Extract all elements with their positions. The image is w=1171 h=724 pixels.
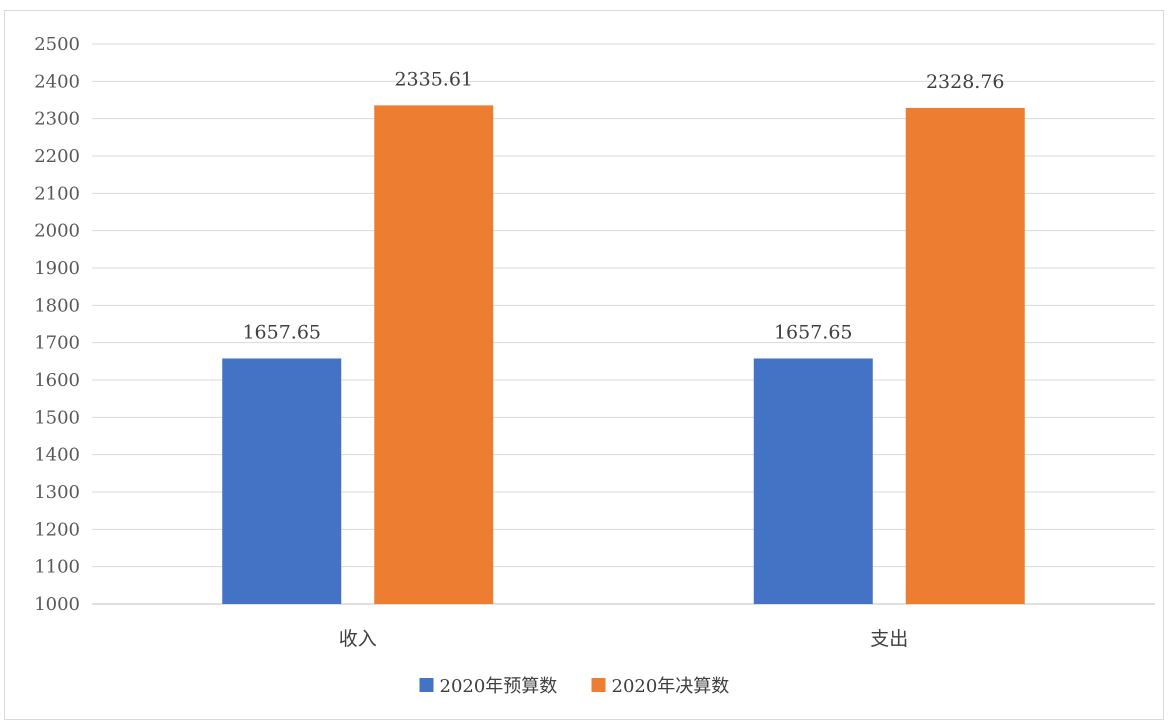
data-label: 2335.61 xyxy=(394,68,473,90)
bar-final-0 xyxy=(374,105,494,605)
bar-final-1 xyxy=(905,107,1025,605)
y-tick-label: 2200 xyxy=(34,146,80,167)
y-tick-label: 1400 xyxy=(34,445,80,466)
y-tick-label: 1100 xyxy=(34,557,80,578)
y-tick-label: 1600 xyxy=(34,370,80,391)
y-axis-tick-labels: 1000 1100 1200 1300 1400 1500 1600 1700 1800 1900… xyxy=(34,34,80,615)
y-tick-label: 2100 xyxy=(34,183,80,204)
y-tick-label: 1200 xyxy=(34,519,80,540)
y-tick-label: 1500 xyxy=(34,407,80,428)
y-tick-label: 2000 xyxy=(34,221,80,242)
legend-label: 2020年预算数 xyxy=(440,676,558,697)
data-labels: 1657.65 2335.61 1657.65 2328.76 xyxy=(242,68,1004,343)
y-tick-label: 1900 xyxy=(34,258,80,279)
legend-label: 2020年决算数 xyxy=(612,676,730,697)
y-tick-label: 2400 xyxy=(34,71,80,92)
legend-swatch xyxy=(419,678,434,692)
legend: 2020年预算数 2020年决算数 xyxy=(419,676,730,697)
bars xyxy=(222,105,1025,605)
x-category-label: 支出 xyxy=(870,628,908,650)
data-label: 1657.65 xyxy=(242,321,321,343)
legend-swatch xyxy=(591,678,606,692)
y-tick-label: 1000 xyxy=(34,594,80,615)
y-tick-label: 2300 xyxy=(34,109,80,130)
y-tick-label: 2500 xyxy=(34,34,80,55)
data-label: 2328.76 xyxy=(926,71,1005,93)
y-tick-label: 1300 xyxy=(34,482,80,503)
y-tick-label: 1800 xyxy=(34,295,80,316)
data-label: 1657.65 xyxy=(774,321,853,343)
x-category-label: 收入 xyxy=(339,628,377,650)
bar-budget-0 xyxy=(222,358,342,604)
x-axis-category-labels: 收入 支出 xyxy=(339,628,909,650)
y-tick-label: 1700 xyxy=(34,333,80,354)
bar-budget-1 xyxy=(753,358,873,604)
